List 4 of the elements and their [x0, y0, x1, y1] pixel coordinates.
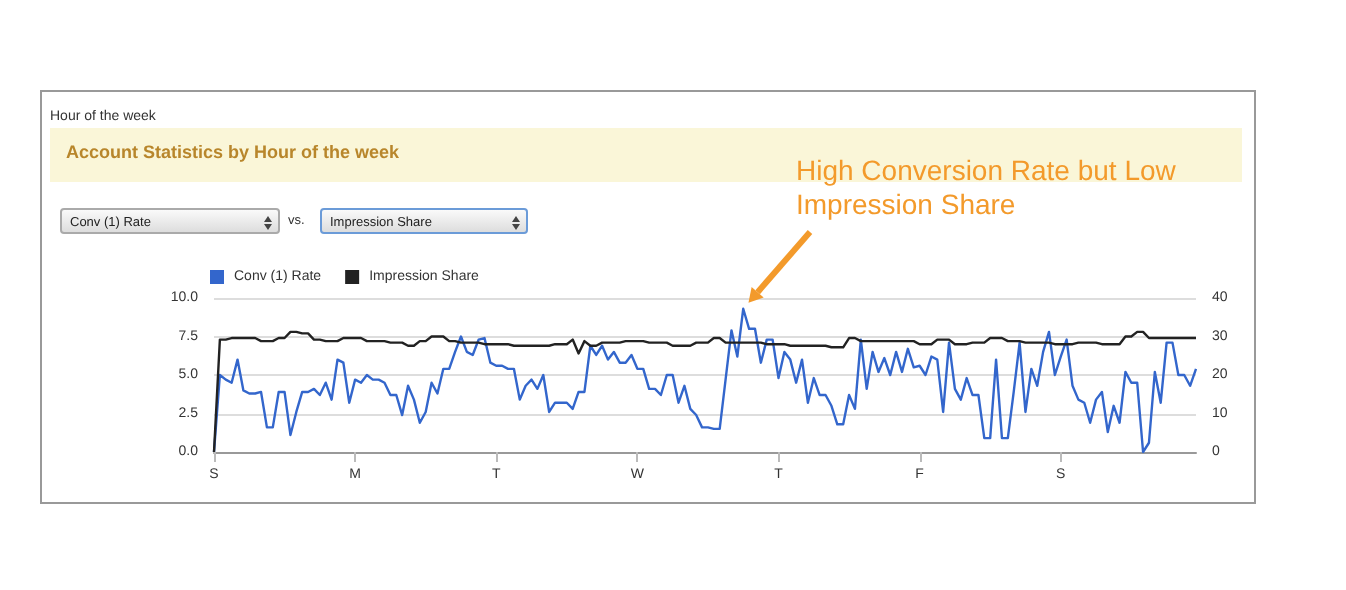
line-series	[212, 307, 1198, 454]
text: High Conversion Rate but Low Impression Share	[796, 154, 1178, 222]
line-series	[212, 330, 1198, 454]
chart-title: Account Statistics by Hour of the week	[66, 142, 400, 162]
